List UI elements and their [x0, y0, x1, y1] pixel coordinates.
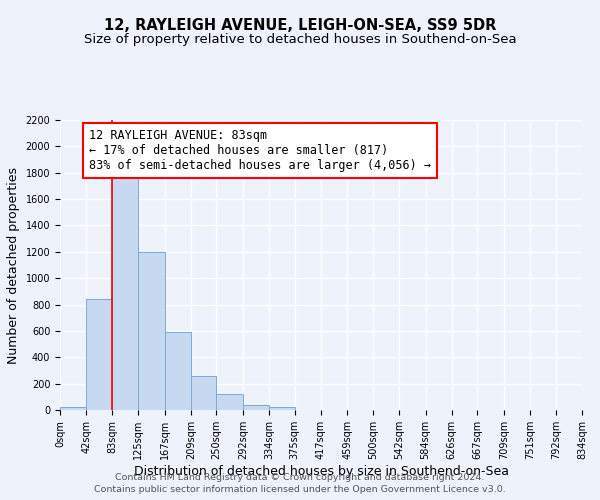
Bar — [191, 376, 217, 410]
Bar — [164, 332, 191, 410]
Bar — [60, 406, 86, 410]
Text: Contains public sector information licensed under the Open Government Licence v3: Contains public sector information licen… — [94, 485, 506, 494]
Bar — [112, 172, 138, 410]
X-axis label: Distribution of detached houses by size in Southend-on-Sea: Distribution of detached houses by size … — [133, 464, 509, 477]
Y-axis label: Number of detached properties: Number of detached properties — [7, 166, 20, 364]
Bar — [138, 252, 164, 410]
Bar — [86, 300, 112, 410]
Text: 12, RAYLEIGH AVENUE, LEIGH-ON-SEA, SS9 5DR: 12, RAYLEIGH AVENUE, LEIGH-ON-SEA, SS9 5… — [104, 18, 496, 32]
Bar — [243, 404, 269, 410]
Text: Contains HM Land Registry data © Crown copyright and database right 2024.: Contains HM Land Registry data © Crown c… — [115, 472, 485, 482]
Bar — [269, 406, 295, 410]
Bar — [217, 394, 243, 410]
Text: 12 RAYLEIGH AVENUE: 83sqm
← 17% of detached houses are smaller (817)
83% of semi: 12 RAYLEIGH AVENUE: 83sqm ← 17% of detac… — [89, 129, 431, 172]
Text: Size of property relative to detached houses in Southend-on-Sea: Size of property relative to detached ho… — [83, 32, 517, 46]
